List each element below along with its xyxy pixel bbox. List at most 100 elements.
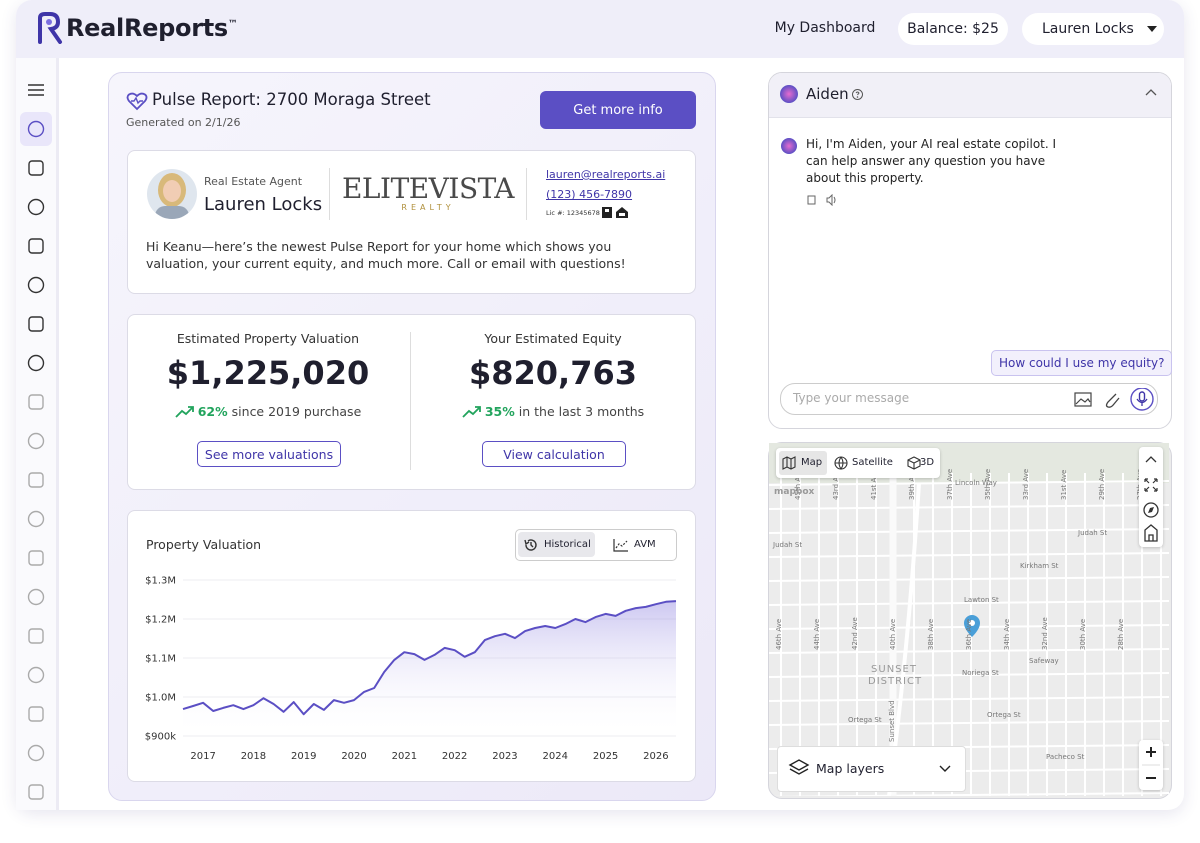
- agent-name: Lauren Locks: [204, 194, 323, 215]
- x-tick-label: 2026: [643, 751, 668, 762]
- avenue-label: 30th Ave: [1079, 618, 1087, 650]
- caret: [1146, 26, 1157, 32]
- avenue-label: 46th Ave: [775, 618, 783, 650]
- nav-icon: [27, 510, 45, 528]
- metric-label: Your Estimated Equity: [484, 331, 622, 346]
- street-label: Safeway: [1029, 657, 1059, 665]
- map-layers-button[interactable]: [777, 746, 966, 792]
- street-label: Lincoln Way: [955, 479, 997, 487]
- nav-icon: [28, 472, 44, 488]
- mode-icons: [782, 456, 921, 470]
- nav-link[interactable]: My Dashboard: [774, 20, 876, 36]
- nav-icon: [27, 354, 45, 372]
- heart-icon: [126, 92, 148, 111]
- x-tick-label: 2021: [392, 751, 417, 762]
- change-text: in the last 3 months: [518, 404, 645, 419]
- agent-license: Lic #: 12345678: [546, 209, 600, 217]
- y-tick-label: $1.0M: [145, 693, 176, 704]
- avenue-label: 28th Ave: [1117, 618, 1125, 650]
- valuation-chart: $900k $1.0M $1.1M $1.2M $1.3M 2017 2018 2019 202…: [145, 576, 677, 762]
- divider: [526, 168, 527, 220]
- logo-text: RealReports™: [66, 14, 238, 42]
- avenue-label: 31st Ave: [1060, 469, 1068, 500]
- help-icon: [852, 89, 863, 100]
- nav-icon: [28, 784, 44, 800]
- x-tick-label: 2025: [593, 751, 618, 762]
- street-label: Kirkham St: [1020, 562, 1059, 570]
- divider: [410, 332, 411, 470]
- change-percent: 35%: [484, 404, 515, 419]
- avenue-label: 32nd Ave: [1041, 617, 1049, 650]
- district-label: SUNSET DISTRICT: [868, 664, 923, 687]
- layers-icon: [788, 759, 810, 775]
- nav-icon: [28, 706, 44, 722]
- divider: [329, 168, 330, 220]
- x-tick-label: 2019: [291, 751, 316, 762]
- active-nav: [20, 112, 52, 146]
- collapse-icon[interactable]: [1144, 88, 1158, 98]
- street-label: Pacheco St: [1046, 753, 1085, 761]
- license-icons: [602, 207, 628, 218]
- change-text: since 2019 purchase: [231, 404, 362, 419]
- avenue-label: 29th Ave: [1098, 468, 1106, 500]
- sidebar-icons: [20, 84, 52, 800]
- sidebar: [16, 58, 59, 810]
- logo-word: RealReports: [66, 14, 228, 42]
- x-tick-label: 2020: [341, 751, 366, 762]
- suggestion-chip[interactable]: How could I use my equity?: [991, 350, 1173, 376]
- metric-button[interactable]: See more valuations: [197, 441, 341, 467]
- agent-email[interactable]: lauren@realreports.ai: [546, 168, 666, 181]
- metric-change: 62% since 2019 purchase: [118, 404, 418, 419]
- assistant-name: Aiden: [806, 85, 849, 103]
- agent-photo: [147, 169, 197, 219]
- x-tick-label: 2022: [442, 751, 467, 762]
- street: [769, 600, 1169, 606]
- avenue-label: 44th Ave: [813, 618, 821, 650]
- x-tick-label: 2017: [190, 751, 215, 762]
- metric-button[interactable]: View calculation: [482, 441, 626, 467]
- mode-3d[interactable]: 3D: [920, 457, 935, 468]
- logo-mark: [38, 12, 62, 44]
- y-tick-label: $1.3M: [145, 576, 176, 587]
- toggle-historical[interactable]: Historical: [544, 539, 591, 550]
- toggle-avm[interactable]: AVM: [634, 539, 656, 550]
- street: [769, 648, 1169, 654]
- message-input[interactable]: [780, 383, 1158, 415]
- agent-role: Real Estate Agent: [204, 175, 303, 188]
- avenue-label: 42nd Ave: [851, 617, 859, 650]
- street-label: Noriega St: [962, 669, 999, 677]
- nav-icon: [28, 550, 44, 566]
- report-title: Pulse Report: 2700 Moraga Street: [152, 90, 431, 109]
- map-control-icons[interactable]: [1139, 447, 1163, 547]
- balance[interactable]: Balance: $25: [898, 13, 1008, 45]
- metric-value: $1,225,020: [166, 354, 370, 392]
- boulevard-label: Sunset Blvd: [888, 700, 896, 742]
- y-tick-label: $1.2M: [145, 615, 176, 626]
- street: [769, 672, 1169, 678]
- street-label: Judah St: [1078, 529, 1108, 537]
- logo-tm: ™: [227, 19, 238, 30]
- pin-dot: [969, 620, 975, 626]
- map-layers-label: Map layers: [816, 761, 885, 776]
- nav-icon: [28, 394, 44, 410]
- user-name: Lauren Locks: [1042, 21, 1134, 37]
- nav-icon: [27, 432, 45, 450]
- change-percent: 62%: [197, 404, 228, 419]
- zoom-icons[interactable]: [1139, 740, 1163, 790]
- avenue-label: 33rd Ave: [1022, 468, 1030, 500]
- chart-title: Property Valuation: [146, 537, 262, 552]
- map-attribution: mapbox: [774, 487, 815, 497]
- get-info-button[interactable]: Get more info: [540, 91, 696, 129]
- layers-caret: [939, 765, 951, 772]
- avenue-label: 36th Ave: [965, 618, 973, 650]
- mode-map[interactable]: Map: [801, 457, 823, 468]
- message-actions[interactable]: [806, 194, 840, 206]
- agent-phone[interactable]: (123) 456-7890: [546, 188, 633, 201]
- nav-icon: [28, 628, 44, 644]
- brand-sub: REALTY: [401, 203, 455, 212]
- street: [769, 504, 1169, 510]
- avm-icon: [613, 539, 628, 552]
- user-menu[interactable]: Lauren Locks: [1022, 13, 1164, 45]
- mode-satellite[interactable]: Satellite: [852, 457, 893, 468]
